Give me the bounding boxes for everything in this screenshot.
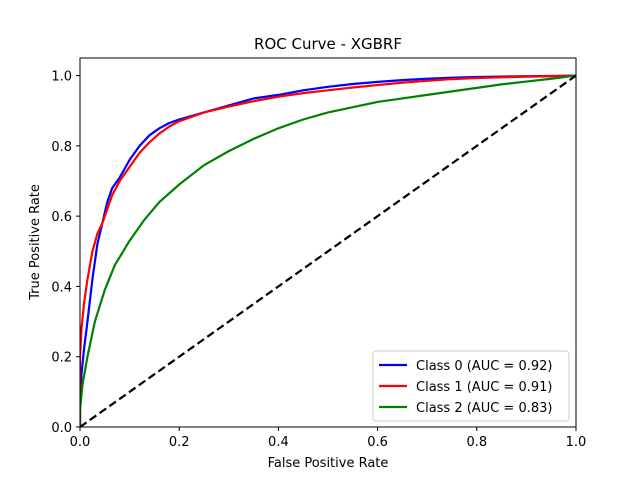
legend-label-class-1: Class 1 (AUC = 0.91) (416, 380, 552, 395)
y-tick-label: 0.4 (51, 280, 72, 295)
x-tick-label: 1.0 (566, 435, 587, 450)
x-tick-label: 0.6 (367, 435, 388, 450)
x-tick-label: 0.0 (70, 435, 91, 450)
legend-box (372, 350, 570, 422)
axes-frame (79, 57, 577, 428)
x-tick-label: 0.4 (268, 435, 289, 450)
legend: Class 0 (AUC = 0.92) Class 1 (AUC = 0.91)… (372, 350, 570, 422)
chance-reference-line (79, 74, 577, 428)
y-tick-label: 0.8 (51, 140, 72, 155)
x-tick-label: 0.2 (169, 435, 190, 450)
series-line-class-2 (80, 74, 576, 427)
legend-label-class-0: Class 0 (AUC = 0.92) (416, 359, 552, 374)
y-tick-label: 0.2 (51, 351, 72, 366)
y-tick-label: 1.0 (51, 70, 72, 85)
series-line-class-0 (80, 74, 576, 427)
x-tick-label: 0.8 (466, 435, 487, 450)
y-tick-label: 0.6 (51, 210, 72, 225)
chart-title: ROC Curve - XGBRF (254, 35, 402, 53)
series-line-class-1 (80, 74, 576, 427)
x-axis-label: False Positive Rate (268, 456, 389, 471)
series-layer (79, 74, 577, 428)
y-axis-label: True Positive Rate (28, 184, 43, 301)
legend-label-class-2: Class 2 (AUC = 0.83) (416, 401, 552, 416)
ticks-layer: 0.0 0.2 0.4 0.6 0.8 1.0 0.0 0.2 0.4 0.6 0.8 1.0 (51, 70, 586, 450)
y-tick-label: 0.0 (51, 421, 72, 436)
